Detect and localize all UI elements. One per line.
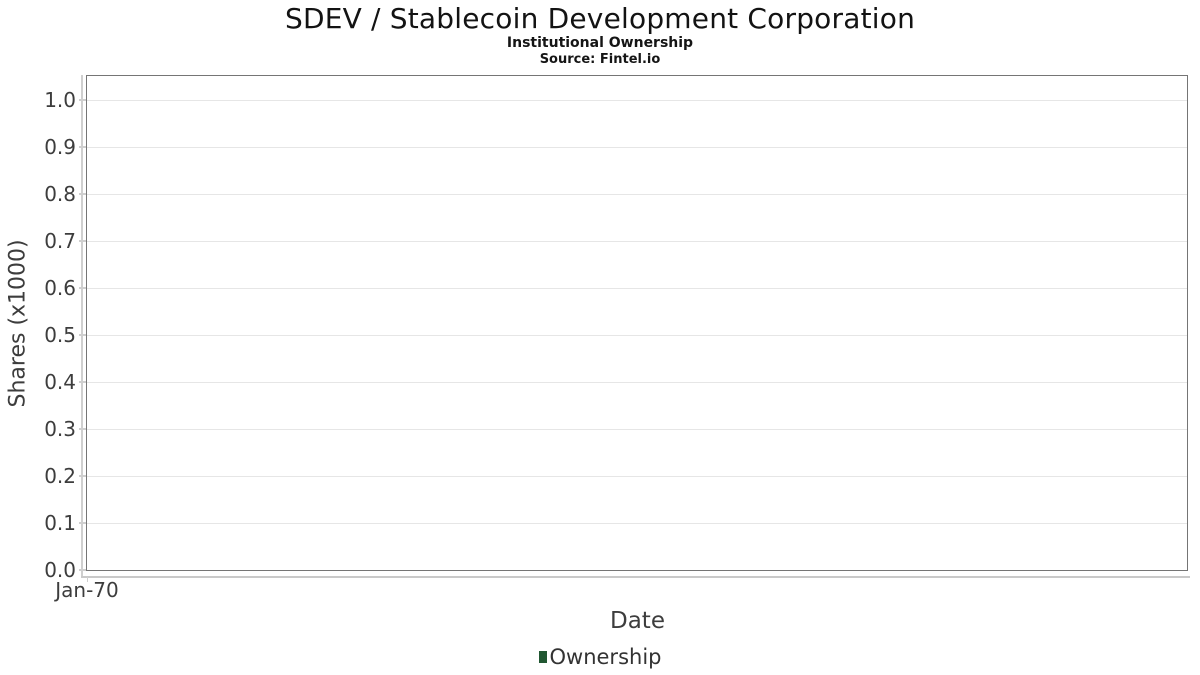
y-tick-label: 0.4 bbox=[44, 370, 76, 394]
y-tick-label: 0.8 bbox=[44, 182, 76, 206]
legend-label: Ownership bbox=[549, 645, 662, 669]
y-tick-label: 0.1 bbox=[44, 511, 76, 535]
legend-marker-icon bbox=[538, 651, 547, 663]
legend: Ownership bbox=[0, 645, 1200, 669]
chart-subtitle: Institutional Ownership bbox=[506, 35, 694, 51]
y-tick-label: 0.5 bbox=[44, 323, 76, 347]
y-tick-mark bbox=[79, 381, 86, 383]
y-tick-mark bbox=[79, 99, 86, 101]
y-gridline bbox=[87, 428, 1187, 430]
y-tick-mark bbox=[79, 240, 86, 242]
y-tick-label: 0.3 bbox=[44, 417, 76, 441]
y-gridline bbox=[87, 287, 1187, 289]
y-tick-mark bbox=[79, 475, 86, 477]
y-tick-mark bbox=[79, 193, 86, 195]
x-axis-title: Date bbox=[610, 608, 665, 634]
x-axis-line bbox=[81, 576, 1190, 578]
y-gridline bbox=[87, 99, 1187, 101]
y-gridline bbox=[87, 240, 1187, 242]
y-tick-mark bbox=[79, 428, 86, 430]
x-tick-label: Jan-70 bbox=[55, 578, 119, 602]
x-axis-tick-mark bbox=[86, 577, 88, 582]
y-tick-label: 0.7 bbox=[44, 229, 76, 253]
y-gridline bbox=[87, 475, 1187, 477]
y-gridline bbox=[87, 334, 1187, 336]
chart-source-label: Source: Fintel.io bbox=[539, 52, 661, 67]
y-tick-label: 0.6 bbox=[44, 276, 76, 300]
y-tick-mark bbox=[79, 287, 86, 289]
y-tick-mark bbox=[79, 334, 86, 336]
chart-title: SDEV / Stablecoin Development Corporatio… bbox=[284, 2, 916, 35]
y-gridline bbox=[87, 381, 1187, 383]
y-tick-mark bbox=[79, 146, 86, 148]
y-tick-label: 0.2 bbox=[44, 464, 76, 488]
y-tick-label: 1.0 bbox=[44, 88, 76, 112]
y-gridline bbox=[87, 522, 1187, 524]
y-tick-label: 0.0 bbox=[44, 558, 76, 582]
plot-area bbox=[86, 75, 1188, 571]
y-gridline bbox=[87, 193, 1187, 195]
y-tick-label: 0.9 bbox=[44, 135, 76, 159]
legend-item-ownership[interactable]: Ownership bbox=[538, 645, 662, 669]
y-gridline bbox=[87, 146, 1187, 148]
y-tick-mark bbox=[79, 522, 86, 524]
y-axis-line bbox=[81, 75, 83, 577]
y-tick-mark bbox=[79, 569, 86, 571]
